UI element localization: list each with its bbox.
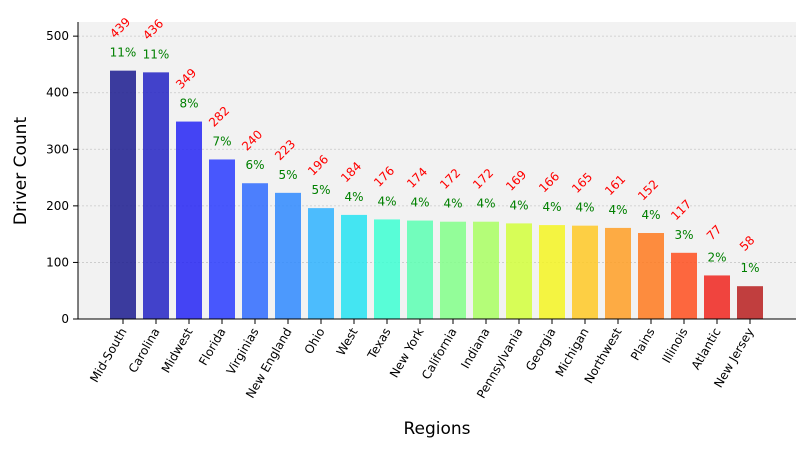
percent-label: 7% [212,134,231,148]
bar [605,227,631,319]
bar [176,121,202,320]
x-tick-label: Illinois [659,326,690,366]
percent-label: 1% [740,261,759,275]
bar [440,221,466,319]
percent-label: 6% [245,158,264,172]
percent-label: 5% [278,168,297,182]
x-tick-label: Plains [628,326,658,363]
x-tick-label: Indiana [458,326,492,371]
bar [374,219,400,319]
bar [209,159,235,319]
x-tick-label: Atlantic [689,326,724,373]
y-tick-label: 500 [46,29,69,43]
percent-label: 11% [110,46,137,60]
percent-label: 4% [608,203,627,217]
bars [110,70,763,320]
y-tick-label: 400 [46,86,69,100]
percent-label: 4% [344,190,363,204]
percent-label: 8% [179,97,198,111]
percent-label: 3% [674,228,693,242]
y-tick-label: 100 [46,255,69,269]
x-tick-label: Midwest [159,325,196,375]
percent-label: 4% [509,198,528,212]
bar [242,183,268,319]
y-ticks: 0 100 200 300 400 500 [46,29,78,326]
x-tick-label: Georgia [523,326,559,374]
y-tick-label: 200 [46,199,69,213]
bar [143,72,169,319]
percent-label: 4% [575,201,594,215]
percent-label: 4% [377,194,396,208]
x-tick-label: Ohio [302,326,328,357]
percent-label: 11% [143,47,170,61]
bar [341,214,367,319]
bar [638,233,664,319]
percent-label: 5% [311,183,330,197]
axes [77,22,796,320]
x-tick-label: Virginias [224,326,262,378]
y-tick-label: 300 [46,142,69,156]
x-tick-label: West [334,325,361,358]
x-axis-title: Regions [403,419,470,439]
bar [704,275,730,319]
bar [110,70,136,319]
bar [737,286,763,319]
percent-label: 4% [443,197,462,211]
percent-label: 4% [542,200,561,214]
bar [308,208,334,319]
percent-label: 4% [641,208,660,222]
bar [671,252,697,319]
percent-label: 4% [410,196,429,210]
percent-label: 4% [476,197,495,211]
bar [506,223,532,319]
x-tick-label: Carolina [126,326,163,376]
bar [275,192,301,319]
bar [407,220,433,319]
bar [473,221,499,319]
x-tick-label: Mid-South [87,326,129,385]
y-tick-label: 0 [61,312,69,326]
percent-label: 2% [707,250,726,264]
y-axis-title: Driver Count [11,117,31,226]
x-tick-label: Florida [196,326,229,368]
x-tick-label: Texas [364,326,393,363]
bar [572,225,598,319]
bar [539,225,565,319]
